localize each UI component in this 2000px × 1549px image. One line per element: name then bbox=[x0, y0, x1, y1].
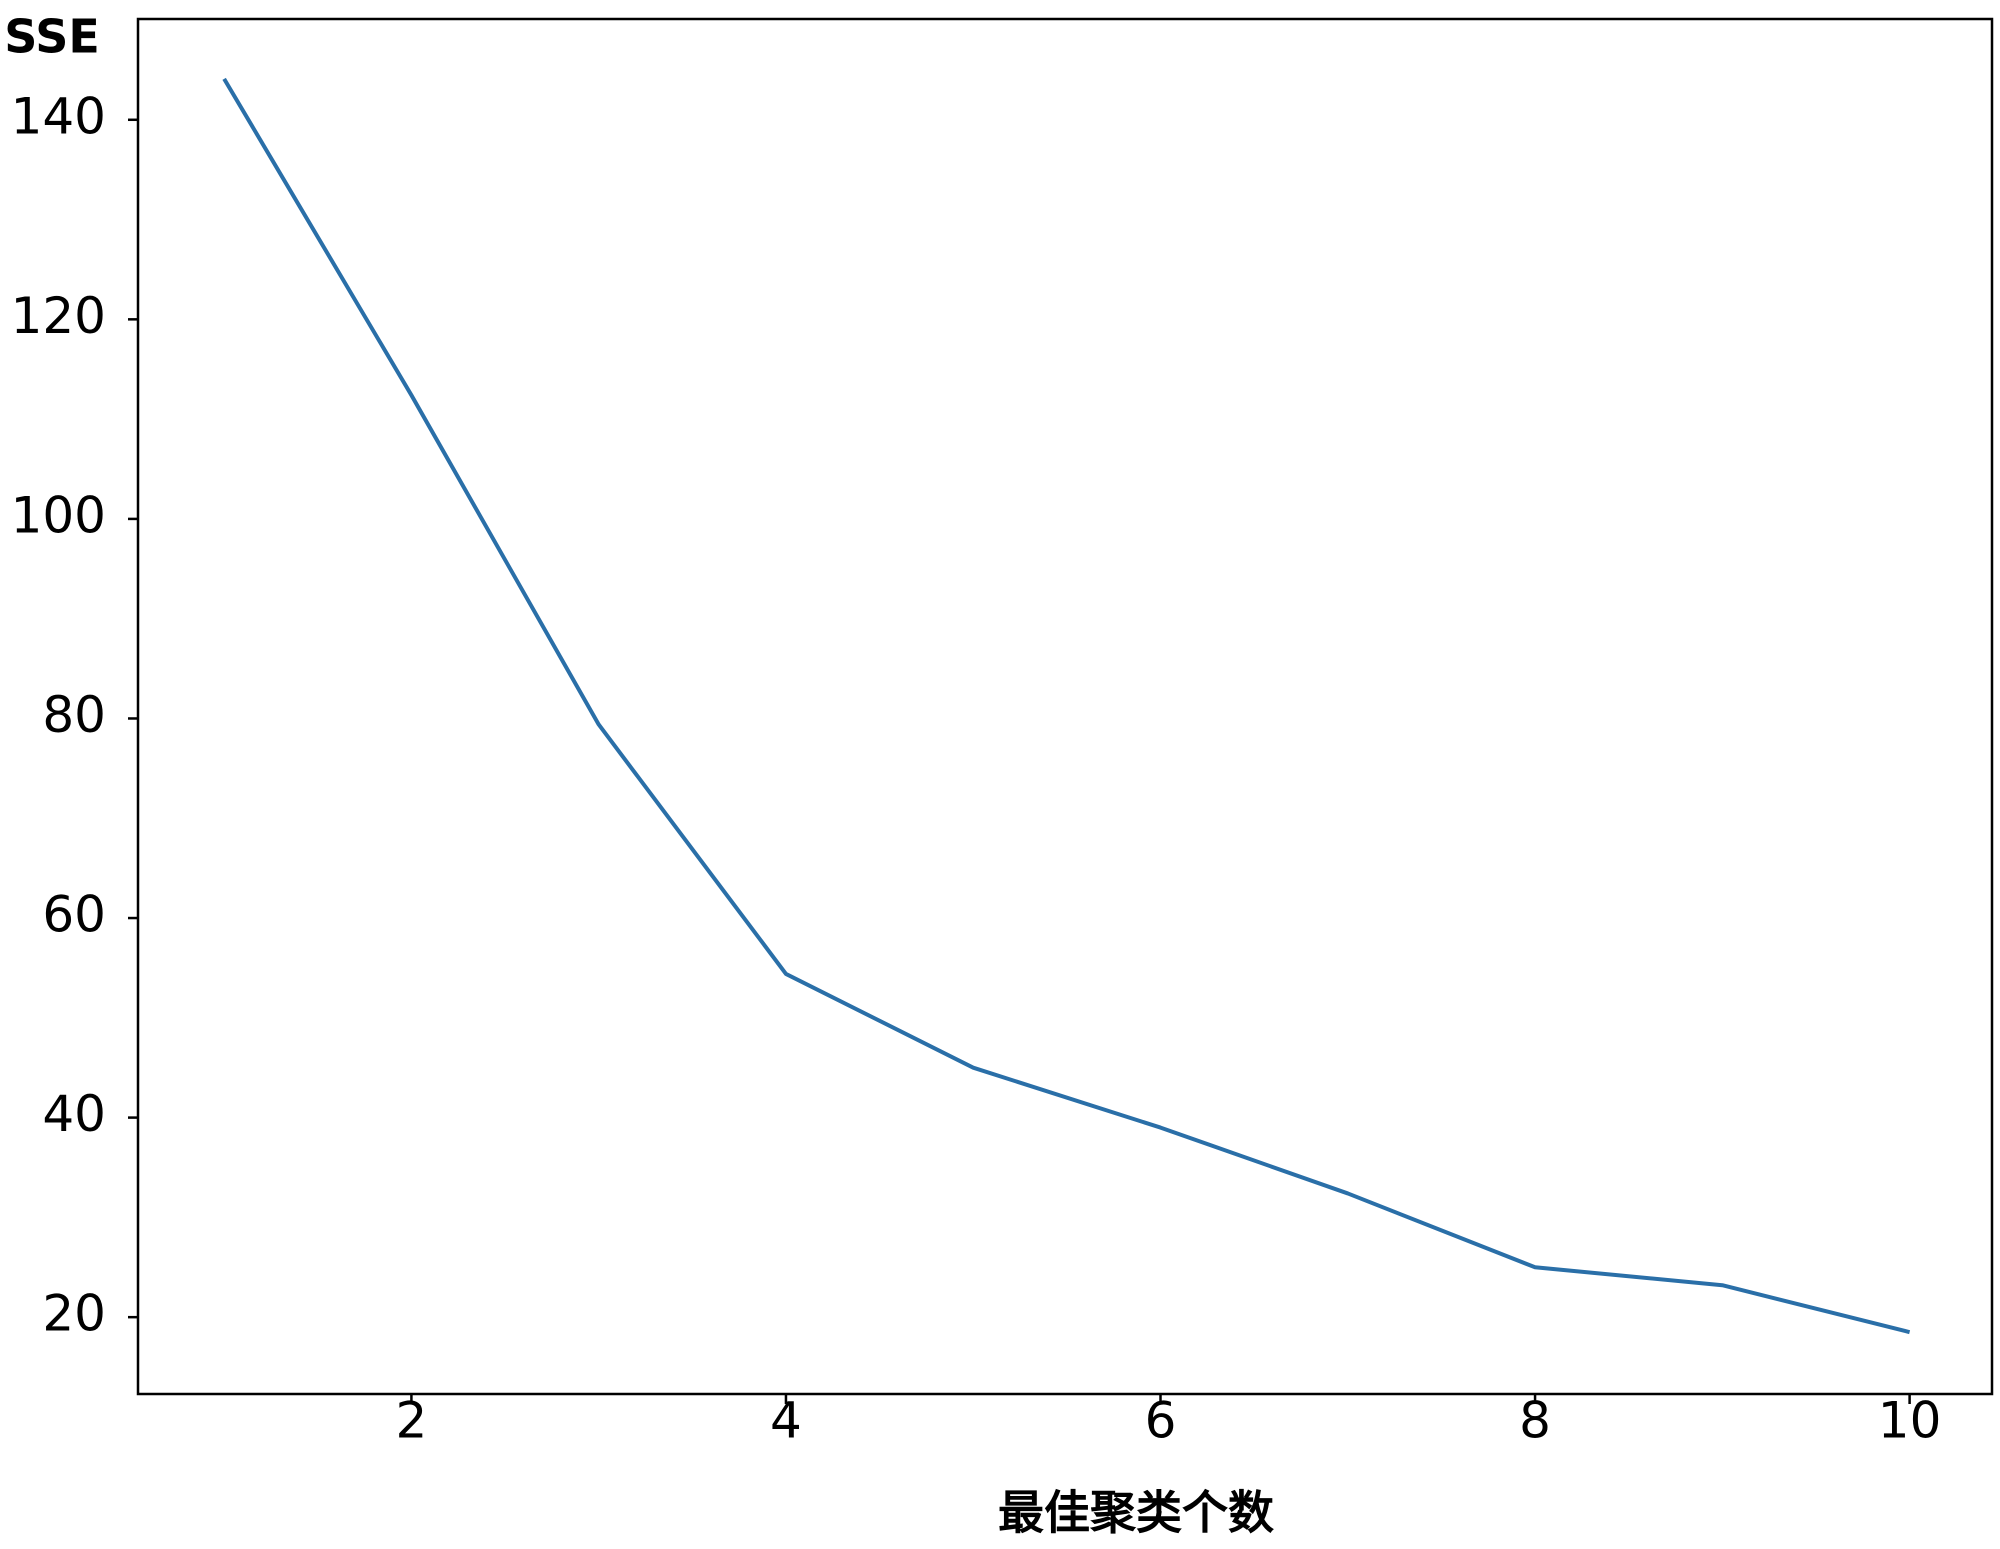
y-tick-label: 60 bbox=[42, 886, 106, 944]
x-axis-label: 最佳聚类个数 bbox=[998, 1486, 1274, 1540]
y-tick-label: 40 bbox=[42, 1085, 106, 1143]
y-axis-label: SSE bbox=[4, 10, 100, 64]
plot-frame bbox=[136, 17, 1994, 1396]
y-tick-label: 80 bbox=[42, 686, 106, 744]
y-tick-label: 20 bbox=[42, 1285, 106, 1343]
data-line bbox=[222, 77, 1911, 1335]
x-tick-label: 4 bbox=[770, 1392, 802, 1450]
x-tick-label: 8 bbox=[1519, 1392, 1551, 1450]
x-tick-label: 10 bbox=[1878, 1392, 1942, 1450]
y-tick-label: 100 bbox=[11, 486, 106, 544]
x-tick-label: 2 bbox=[396, 1392, 428, 1450]
y-tick-label: 140 bbox=[11, 87, 106, 145]
y-tick-label: 120 bbox=[11, 287, 106, 345]
x-tick-label: 6 bbox=[1145, 1392, 1177, 1450]
